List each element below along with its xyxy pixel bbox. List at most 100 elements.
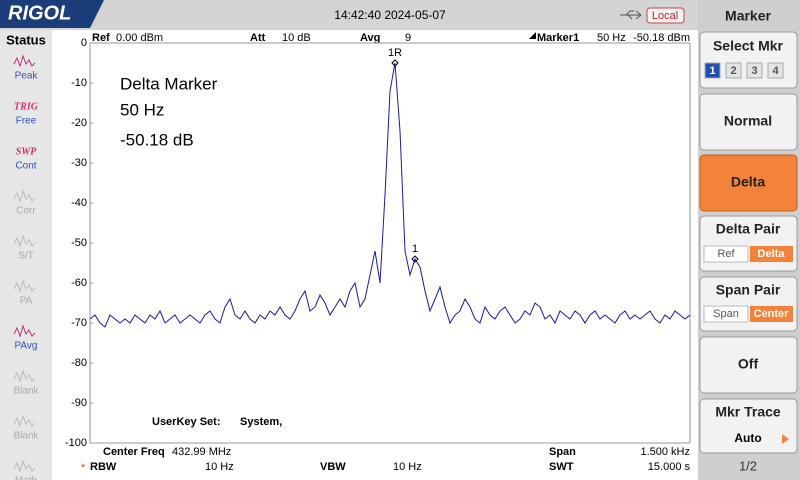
- page-indicator: 1/2: [739, 458, 757, 473]
- marker-freq: 50 Hz: [597, 32, 626, 44]
- span-option-text[interactable]: Span: [713, 308, 739, 320]
- logo: RIGOL: [8, 2, 71, 24]
- marker-icon: [529, 32, 536, 39]
- y-tick-label: -70: [71, 317, 87, 329]
- y-tick-label: -90: [71, 397, 87, 409]
- mkr-option[interactable]: [767, 62, 784, 79]
- status-label: Math: [15, 476, 37, 480]
- plot-frame: [89, 42, 691, 444]
- span-pair[interactable]: Span Pair: [716, 282, 781, 298]
- status-icon: [13, 369, 36, 383]
- marker-point: [411, 255, 419, 263]
- avg-label: Avg: [360, 32, 380, 44]
- plot: 0 -10 -20 -30 -40 -50 -60 -70 -80 -90 -100 1R 1: [65, 37, 691, 449]
- delta-option-text[interactable]: Delta: [758, 248, 786, 260]
- status-icon: [13, 459, 36, 473]
- marker-level: -50.18 dBm: [633, 32, 690, 44]
- att: 10 dB: [282, 32, 311, 44]
- mkr-options: 1 2 3 4: [704, 62, 784, 79]
- swt-label: SWT: [549, 461, 574, 473]
- y-tick-label: -100: [65, 437, 87, 449]
- marker-label: 1: [412, 243, 418, 255]
- auto[interactable]: Auto: [734, 431, 761, 445]
- delta-option[interactable]: [750, 246, 793, 262]
- rbw: 10 Hz: [205, 461, 234, 473]
- off[interactable]: Off: [738, 356, 759, 372]
- annotation: Delta Marker: [120, 74, 218, 93]
- att-label: Att: [250, 32, 266, 44]
- status-label: Free: [16, 116, 37, 127]
- y-tick-label: -60: [71, 277, 87, 289]
- mkr-option[interactable]: [704, 62, 721, 79]
- y-tick-label: -40: [71, 197, 87, 209]
- delta[interactable]: Delta: [731, 174, 765, 190]
- normal[interactable]: Normal: [724, 113, 772, 129]
- status-icon: [13, 414, 36, 428]
- y-tick-label: -30: [71, 157, 87, 169]
- annotation: -50.18 dB: [120, 130, 194, 149]
- center: 432.99 MHz: [172, 446, 231, 458]
- marker-label: 1R: [388, 47, 402, 59]
- span-option[interactable]: [703, 305, 749, 323]
- arrow-icon: [782, 434, 789, 444]
- status-icon: [13, 189, 36, 203]
- logo-bg: [0, 0, 104, 28]
- rbw-label: RBW: [90, 461, 117, 473]
- mkr-option-text[interactable]: 4: [772, 65, 779, 77]
- status-tag: SWP: [16, 146, 37, 157]
- status-icon: [13, 54, 36, 68]
- datetime: 14:42:40 2024-05-07: [334, 8, 446, 22]
- mkr-trace[interactable]: Mkr Trace: [715, 404, 781, 420]
- status-label: PAvg: [15, 341, 38, 352]
- marker-label: Marker1: [537, 32, 579, 44]
- status-label: S/T: [18, 251, 34, 262]
- y-tick-label: -10: [71, 77, 87, 89]
- mkr-option-text[interactable]: 1: [709, 65, 715, 77]
- status-items: Peak TRIG Free SWP Cont Corr S/T PA PAvg Blank Bla…: [13, 54, 40, 480]
- status-label: Peak: [15, 71, 39, 82]
- center-option-text[interactable]: Center: [754, 308, 790, 320]
- userkey-value: System,: [240, 416, 282, 428]
- ref-option[interactable]: [703, 245, 749, 263]
- normal-button[interactable]: [699, 93, 798, 151]
- usb-icon: [620, 10, 642, 20]
- span-label: Span: [549, 446, 576, 458]
- status-label: Blank: [13, 386, 39, 397]
- status-label: Cont: [15, 161, 36, 172]
- status-icon: [13, 234, 36, 248]
- off-button[interactable]: [699, 336, 798, 394]
- status-panel: [0, 30, 52, 480]
- delta-pair[interactable]: Delta Pair: [716, 221, 781, 237]
- y-tick-label: -50: [71, 237, 87, 249]
- status-title: Status: [6, 32, 46, 47]
- mkr-option[interactable]: [725, 62, 742, 79]
- swt: 15.000 s: [648, 461, 691, 473]
- span: 1.500 kHz: [640, 446, 690, 458]
- remote-box[interactable]: [646, 7, 685, 24]
- center-option[interactable]: [750, 306, 793, 322]
- status-label: PA: [20, 296, 33, 307]
- ref-option-text[interactable]: Ref: [717, 248, 735, 260]
- select-mkr[interactable]: Select Mkr: [713, 38, 784, 54]
- center-label: Center Freq: [103, 446, 165, 458]
- avg: 9: [405, 32, 411, 44]
- trace: [89, 62, 691, 328]
- status-icon: [13, 324, 36, 338]
- y-tick-label: -80: [71, 357, 87, 369]
- y-tick-label: 0: [81, 37, 87, 49]
- ref: 0.00 dBm: [116, 32, 163, 44]
- ref-label: Ref: [92, 32, 110, 44]
- mkr-trace-button[interactable]: [699, 398, 798, 454]
- marker-point: [391, 59, 399, 67]
- mkr-option[interactable]: [746, 62, 763, 79]
- status-tag: TRIG: [14, 101, 39, 112]
- status-label: Blank: [13, 431, 39, 442]
- status-label: Corr: [16, 206, 36, 217]
- mkr-option-text[interactable]: 2: [730, 65, 736, 77]
- remote[interactable]: Local: [652, 10, 678, 22]
- vbw-label: VBW: [320, 461, 346, 473]
- delta-button[interactable]: [699, 154, 798, 212]
- mkr-option-text[interactable]: 3: [751, 65, 757, 77]
